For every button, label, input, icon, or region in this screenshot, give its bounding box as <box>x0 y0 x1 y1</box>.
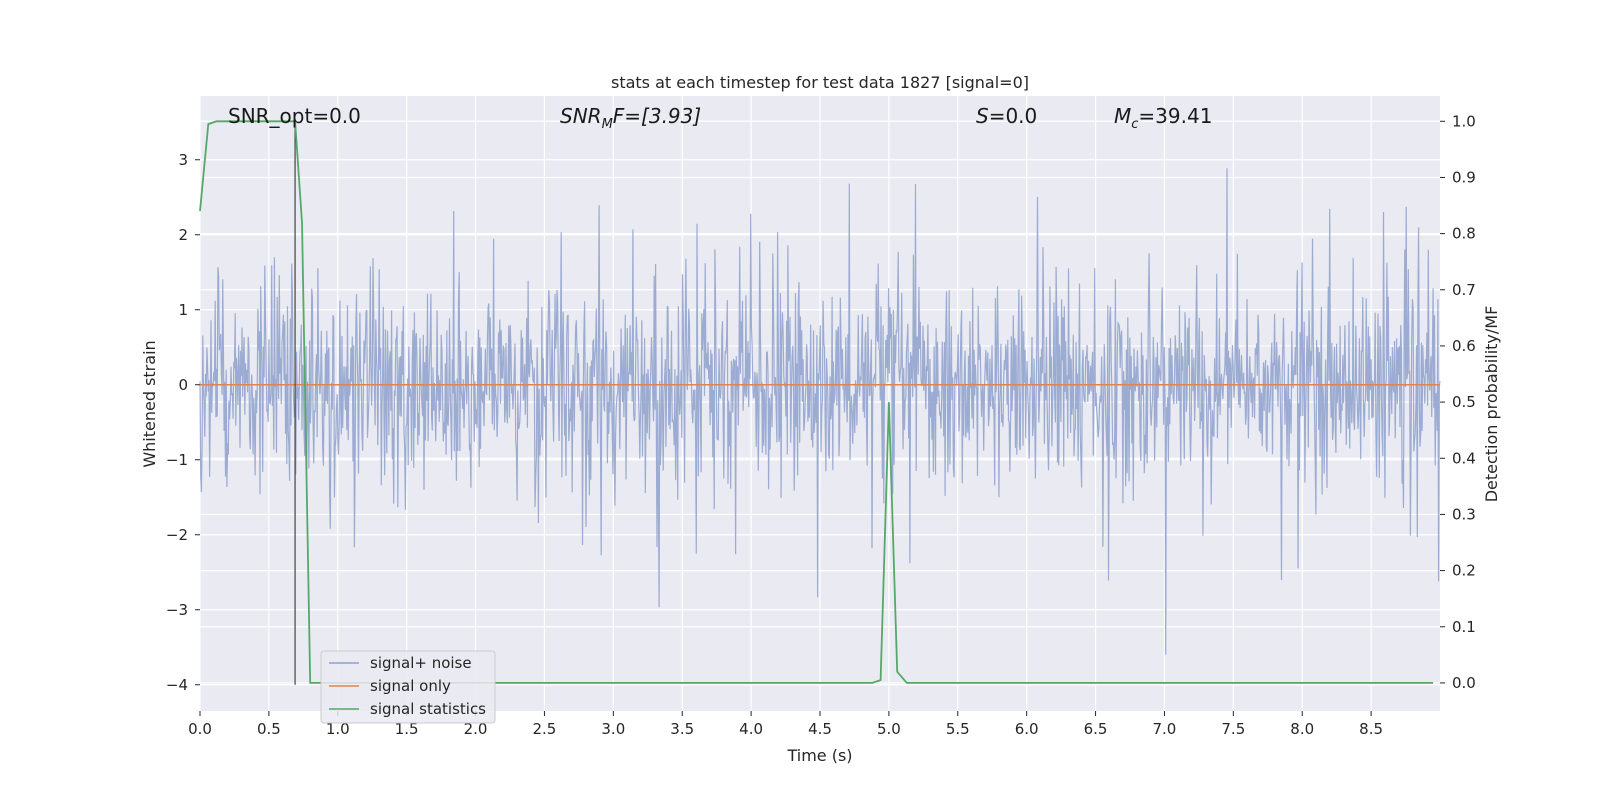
annotation-s-rest: =0.0 <box>989 104 1038 128</box>
y2-tick-label-4: 0.6 <box>1452 337 1476 355</box>
y-axis-label: Whitened strain <box>140 340 159 467</box>
x-tick-label-17: 8.5 <box>1359 720 1383 738</box>
annotation-s-base: S <box>976 104 989 128</box>
legend-label-signal-only: signal only <box>370 677 451 695</box>
annotation-snr-mf-f: F=[3.93] <box>613 104 701 128</box>
y2-tick-label-6: 0.4 <box>1452 449 1476 467</box>
legend-label-signal-statistics: signal statistics <box>370 700 486 718</box>
signal-noise-line <box>199 168 1441 655</box>
x-tick-label-2: 1.0 <box>326 720 350 738</box>
y-tick-label-2: 1 <box>178 301 188 319</box>
y2-tick-label-8: 0.2 <box>1452 562 1476 580</box>
series-signal-noise <box>199 168 1441 655</box>
chart-title: stats at each timestep for test data 182… <box>611 73 1029 92</box>
x-tick-label-10: 5.0 <box>877 720 901 738</box>
y-tick-label-6: −3 <box>166 601 188 619</box>
y2-tick-label-1: 0.9 <box>1452 168 1476 186</box>
annotation-mc-base: M <box>1114 104 1131 128</box>
legend-label-signal-noise: signal+ noise <box>370 654 472 672</box>
x-tick-label-1: 0.5 <box>257 720 281 738</box>
x-axis-label: Time (s) <box>786 746 852 765</box>
x-tick-label-4: 2.0 <box>464 720 488 738</box>
annotation-s: S=0.0 <box>976 104 1037 128</box>
y2-axis-label: Detection probability/MF <box>1482 306 1501 503</box>
x-tick-label-12: 6.0 <box>1015 720 1039 738</box>
x-axis-ticks: 0.0 0.5 1.0 1.5 2.0 2.5 3.0 3.5 4.0 4.5 5.0 5.5 6.0 6… <box>188 711 1383 738</box>
y2-axis-ticks: 1.0 0.9 0.8 0.7 0.6 0.5 0.4 0.3 0.2 0.1 0.0 <box>1440 112 1476 692</box>
annotation-mc-sub: c <box>1131 117 1138 132</box>
x-tick-label-7: 3.5 <box>670 720 694 738</box>
y2-tick-label-5: 0.5 <box>1452 393 1476 411</box>
series-signal-statistics <box>199 120 1434 684</box>
annotation-mc: Mc=39.41 <box>1114 104 1212 132</box>
y-tick-label-3: 0 <box>178 376 188 394</box>
x-tick-label-15: 7.5 <box>1221 720 1245 738</box>
x-tick-label-5: 2.5 <box>533 720 557 738</box>
y2-tick-label-9: 0.1 <box>1452 618 1476 636</box>
y-tick-label-4: −1 <box>166 451 188 469</box>
annotation-mc-rest: =39.41 <box>1138 104 1212 128</box>
x-tick-label-14: 7.0 <box>1153 720 1177 738</box>
x-tick-label-13: 6.5 <box>1084 720 1108 738</box>
y-axis-ticks: 3 2 1 0 −1 −2 −3 −4 <box>166 151 200 694</box>
annotation-snr-mf-sub: M <box>602 117 613 132</box>
signal-statistics-line <box>199 120 1434 684</box>
y2-tick-label-0: 1.0 <box>1452 112 1476 130</box>
x-tick-label-11: 5.5 <box>946 720 970 738</box>
x-tick-label-3: 1.5 <box>395 720 419 738</box>
x-tick-label-0: 0.0 <box>188 720 212 738</box>
y2-tick-label-3: 0.7 <box>1452 281 1476 299</box>
y-tick-label-5: −2 <box>166 526 188 544</box>
legend-box <box>320 650 496 724</box>
x-tick-label-16: 8.0 <box>1290 720 1314 738</box>
annotation-snr-mf-base: SNR <box>560 104 602 128</box>
y-tick-label-1: 2 <box>178 226 188 244</box>
x-tick-label-6: 3.0 <box>601 720 625 738</box>
y2-tick-label-10: 0.0 <box>1452 674 1476 692</box>
legend: signal+ noise signal only signal statist… <box>320 650 496 724</box>
x-tick-label-9: 4.5 <box>808 720 832 738</box>
y-tick-label-7: −4 <box>166 676 188 694</box>
y2-tick-label-7: 0.3 <box>1452 505 1476 523</box>
annotation-snr-opt: SNR_opt=0.0 <box>228 104 361 128</box>
annotation-snr-mf: SNRMF=[3.93] <box>560 104 701 132</box>
y-tick-label-0: 3 <box>178 151 188 169</box>
x-tick-label-8: 4.0 <box>739 720 763 738</box>
y2-tick-label-2: 0.8 <box>1452 225 1476 243</box>
